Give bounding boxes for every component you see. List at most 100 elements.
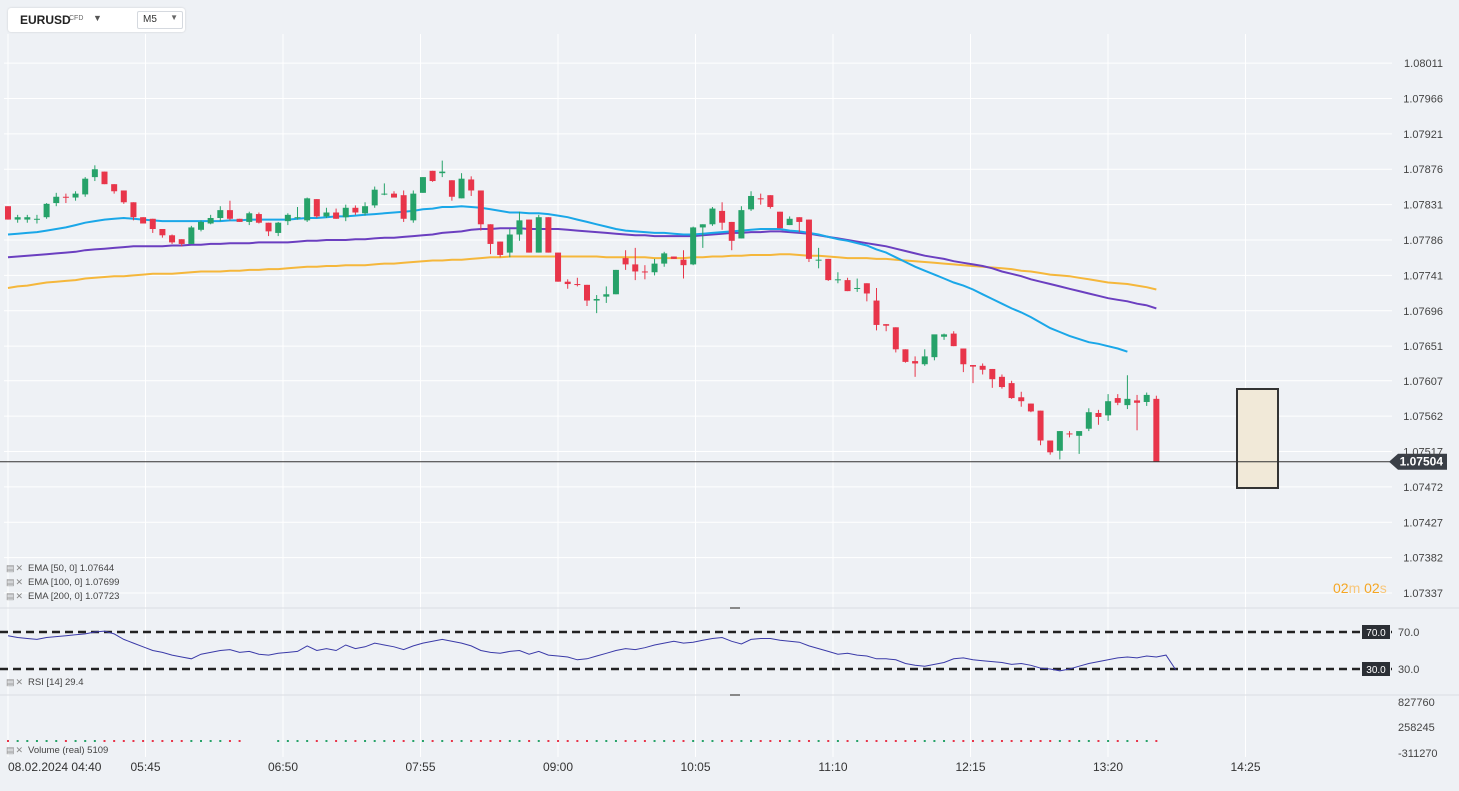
candle [950,331,957,347]
candle-body [506,234,513,253]
candle [1134,394,1141,431]
candle [246,211,253,226]
candle-body [313,199,320,217]
volume-bar [393,740,395,742]
legend-volume[interactable]: ▤✕ Volume (real) 5109 [6,745,108,756]
candle-body [921,356,928,365]
candle [767,195,774,209]
price-tick-label: 1.07831 [1403,200,1443,212]
symbol-chevron-down-icon[interactable]: ▼ [93,13,102,23]
candle-body [448,180,455,197]
candle-body [796,217,803,222]
candle-body [1027,403,1034,412]
candle [149,218,156,233]
volume-bar [817,740,820,742]
candle-body [62,196,69,198]
candle [690,226,697,266]
volume-bar [576,740,579,742]
candle [371,186,378,208]
candle-body [24,217,31,220]
volume-bar [1020,740,1023,742]
price-tick-label: 1.07921 [1403,129,1443,141]
candle [844,277,851,292]
candle [120,190,127,204]
settings-close-icon[interactable]: ▤✕ [6,577,25,587]
candles [5,160,1160,462]
candle-body [998,376,1005,388]
price-tick-label: 1.07427 [1403,517,1443,529]
candle [728,221,735,251]
candle [1153,395,1160,462]
candle-body [748,195,755,210]
candle [53,192,60,207]
price-tick-label: 1.07876 [1403,164,1443,176]
candle [342,204,349,222]
timeframe-value: M5 [143,14,157,25]
settings-close-icon[interactable]: ▤✕ [6,563,25,573]
rsi-level-tag [1362,662,1390,676]
candle [448,180,455,201]
volume-bar [151,740,154,742]
settings-close-icon[interactable]: ▤✕ [6,745,25,755]
volume-bar [180,740,183,742]
candle-body [709,208,716,225]
rsi-level-tag-label: 70.0 [1366,628,1386,639]
volume-bar [84,740,87,742]
candle-body [1124,398,1131,406]
candle-body [1076,431,1083,436]
candle-body [419,177,426,193]
volume-bar [692,740,695,742]
candle [169,234,176,244]
candle [72,191,79,201]
symbol-selector[interactable]: EURUSD CFD ▼ M5 ▼ [8,8,185,32]
volume-bar [508,740,511,742]
candle [632,247,639,281]
volume-bar [489,740,492,742]
candle-body [82,178,89,195]
candle-body [468,179,475,191]
volume-bar [1029,740,1032,742]
legend-ema200[interactable]: ▤✕ EMA [200, 0] 1.07723 [6,591,119,602]
candle-body [1056,431,1063,451]
candle-body [526,219,533,253]
legend-rsi[interactable]: ▤✕ RSI [14] 29.4 [6,677,84,688]
price-tick-label: 1.07337 [1403,588,1443,600]
candle [902,349,909,363]
candle-body [226,210,233,219]
candle [883,324,890,332]
candle [506,229,513,258]
time-tick-label: 11:10 [818,760,847,774]
candle-body [584,284,590,301]
candle-body [516,220,523,235]
volume-bar [730,740,733,742]
candle [516,211,523,241]
candle [941,333,948,340]
timeframe-select[interactable]: M5 ▼ [137,11,183,29]
last-candle-highlight [1236,388,1279,489]
volume-bar [798,740,801,742]
legend-ema100[interactable]: ▤✕ EMA [100, 0] 1.07699 [6,577,119,588]
candle-body [535,217,542,253]
candle-body [612,269,619,295]
candle-body [188,227,195,244]
legend-ema50[interactable]: ▤✕ EMA [50, 0] 1.07644 [6,563,114,574]
price-tick-label: 1.07741 [1403,270,1443,282]
candle [612,269,619,295]
candle-body [1143,394,1150,402]
rsi-axis-label: 70.0 [1398,627,1419,639]
candle [854,278,861,292]
settings-close-icon[interactable]: ▤✕ [6,591,25,601]
legend-rsi-label: RSI [14] 29.4 [28,677,84,688]
candle [574,277,581,287]
price-tick-label: 1.07607 [1403,376,1443,388]
volume-bar [16,740,19,742]
candle-body [381,193,388,195]
time-tick-label: 07:55 [405,760,435,774]
candle [603,286,610,303]
settings-close-icon[interactable]: ▤✕ [6,677,25,687]
candle-body [5,206,11,220]
current-price-label: 1.07504 [1400,455,1444,469]
legend-ema200-label: EMA [200, 0] 1.07723 [28,591,120,602]
candle [998,374,1005,389]
